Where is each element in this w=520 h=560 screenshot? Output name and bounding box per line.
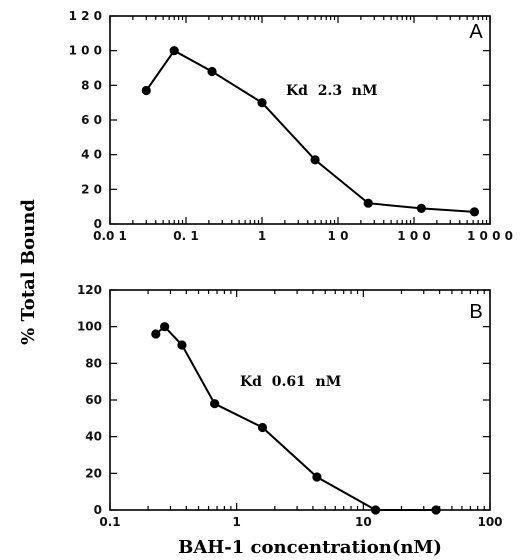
data-point bbox=[416, 203, 426, 213]
y-tick-label: 4 0 bbox=[81, 148, 102, 162]
y-axis-title: % Total Bound bbox=[18, 199, 39, 345]
data-point bbox=[371, 505, 381, 515]
data-point bbox=[363, 198, 373, 208]
panel-b-chart: 0.1 1 10 100 0 20 40 60 80 100 120 B Kd 0.61 nM bbox=[77, 283, 503, 529]
y-tick-label: 0 bbox=[94, 503, 102, 517]
data-point bbox=[141, 85, 151, 96]
data-point bbox=[469, 207, 480, 217]
y-tick-label: 0 bbox=[94, 217, 102, 231]
kd-annotation: Kd 0.61 nM bbox=[240, 374, 341, 390]
data-point bbox=[257, 98, 267, 108]
data-point bbox=[312, 472, 322, 482]
x-tick-label: 10 bbox=[355, 515, 372, 529]
y-tick-label: 100 bbox=[77, 320, 102, 334]
y-tick-label: 60 bbox=[85, 393, 102, 407]
data-point bbox=[160, 322, 170, 332]
x-tick-label: 1 bbox=[232, 515, 240, 529]
data-point bbox=[210, 399, 220, 409]
plot-frame bbox=[109, 15, 491, 225]
data-point bbox=[151, 329, 161, 339]
panel-a-chart: 0.0 1 0. 1 1 1 0 1 0 0 1 0 0 0 0 2 0 4 0 6 0 8 0 1 … bbox=[69, 9, 513, 243]
y-tick-label: 80 bbox=[85, 356, 102, 370]
x-tick-label: 100 bbox=[477, 515, 502, 529]
data-point bbox=[257, 422, 268, 433]
data-point bbox=[177, 340, 187, 350]
x-tick-label: 1 0 0 bbox=[397, 229, 430, 243]
kd-annotation: Kd 2.3 nM bbox=[286, 83, 378, 99]
x-tick-label: 1 0 0 0 bbox=[467, 229, 513, 243]
x-axis-title: BAH-1 concentration(nM) bbox=[178, 537, 442, 558]
y-tick-label: 2 0 bbox=[81, 182, 102, 196]
x-tick-label: 1 bbox=[258, 229, 266, 243]
panel-letter: A bbox=[469, 21, 483, 43]
data-point bbox=[207, 66, 217, 77]
series-line bbox=[155, 325, 436, 511]
series-line bbox=[145, 49, 475, 213]
x-tick-label: 0.1 bbox=[99, 515, 120, 529]
x-tick-label: 0. 1 bbox=[173, 229, 198, 243]
x-tick-label: 1 0 bbox=[328, 229, 349, 243]
panel-letter: B bbox=[469, 301, 482, 323]
y-tick-label: 1 2 0 bbox=[69, 9, 102, 23]
x-tick-label: 0.0 1 bbox=[93, 229, 127, 243]
data-point bbox=[431, 505, 441, 515]
y-tick-label: 120 bbox=[77, 283, 102, 297]
data-point bbox=[310, 155, 320, 165]
y-tick-label: 8 0 bbox=[81, 78, 102, 92]
data-point bbox=[169, 46, 179, 56]
y-tick-label: 40 bbox=[85, 430, 102, 444]
y-tick-label: 20 bbox=[85, 466, 102, 480]
y-tick-label: 1 0 0 bbox=[69, 44, 102, 58]
y-tick-label: 6 0 bbox=[81, 113, 102, 127]
